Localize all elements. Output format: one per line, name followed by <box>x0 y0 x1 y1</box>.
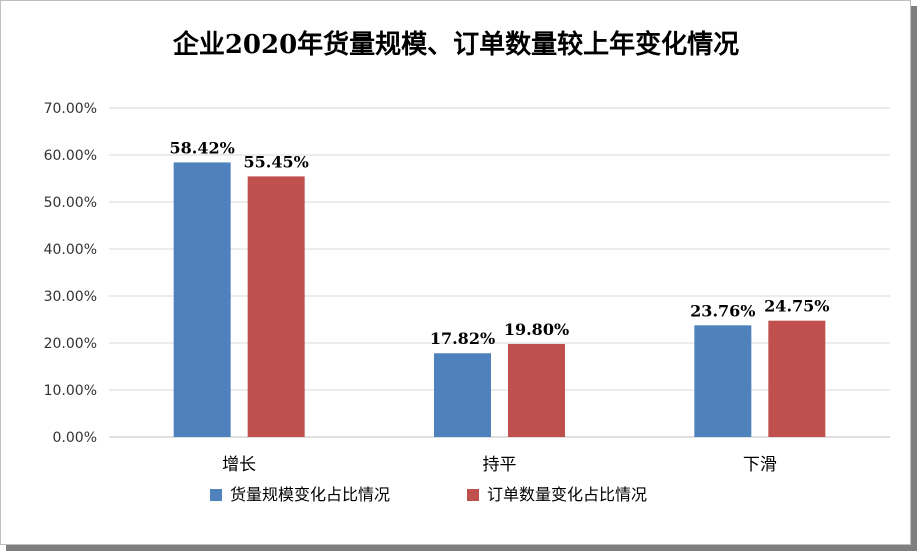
y-tick-label: 10.00% <box>44 383 97 399</box>
bar <box>247 176 305 437</box>
x-tick-label: 持平 <box>483 455 517 475</box>
chart-title: 企业2020年货量规模、订单数量较上年变化情况 <box>173 29 739 60</box>
bar <box>508 343 565 437</box>
data-label: 24.75% <box>764 297 829 316</box>
legend-label: 货量规模变化占比情况 <box>230 485 390 504</box>
legend-label: 订单数量变化占比情况 <box>487 485 647 504</box>
y-tick-label: 50.00% <box>44 195 97 211</box>
bar <box>173 162 231 437</box>
y-tick-label: 60.00% <box>44 148 97 164</box>
bar-chart: 企业2020年货量规模、订单数量较上年变化情况 0.00% 10.00% 20.00… <box>44 29 890 504</box>
x-axis-ticks: 增长 持平 下滑 <box>222 455 777 475</box>
legend-swatch <box>210 489 222 501</box>
bar <box>694 325 752 437</box>
legend-swatch <box>467 489 479 501</box>
bars <box>173 162 826 437</box>
chart-frame: 企业2020年货量规模、订单数量较上年变化情况 0.00% 10.00% 20.00… <box>0 0 911 545</box>
y-tick-label: 40.00% <box>44 242 97 258</box>
data-label: 17.82% <box>430 329 495 348</box>
x-tick-label: 增长 <box>222 455 256 475</box>
data-label: 23.76% <box>690 301 755 320</box>
y-tick-label: 70.00% <box>44 101 97 117</box>
y-tick-label: 20.00% <box>44 336 97 352</box>
bar <box>434 353 491 437</box>
data-labels: 58.42% 55.45% 17.82% 19.80% 23.76% 24.75% <box>170 138 830 348</box>
data-label: 55.45% <box>244 152 309 171</box>
data-label: 19.80% <box>504 320 569 339</box>
gridlines <box>109 107 890 438</box>
y-tick-label: 0.00% <box>53 430 97 446</box>
x-tick-label: 下滑 <box>743 455 777 475</box>
y-axis-ticks: 0.00% 10.00% 20.00% 30.00% 40.00% 50.00% 60.00… <box>44 101 97 446</box>
bar <box>768 320 826 437</box>
legend: 货量规模变化占比情况 订单数量变化占比情况 <box>210 485 647 504</box>
data-label: 58.42% <box>170 138 235 157</box>
y-tick-label: 30.00% <box>44 289 97 305</box>
